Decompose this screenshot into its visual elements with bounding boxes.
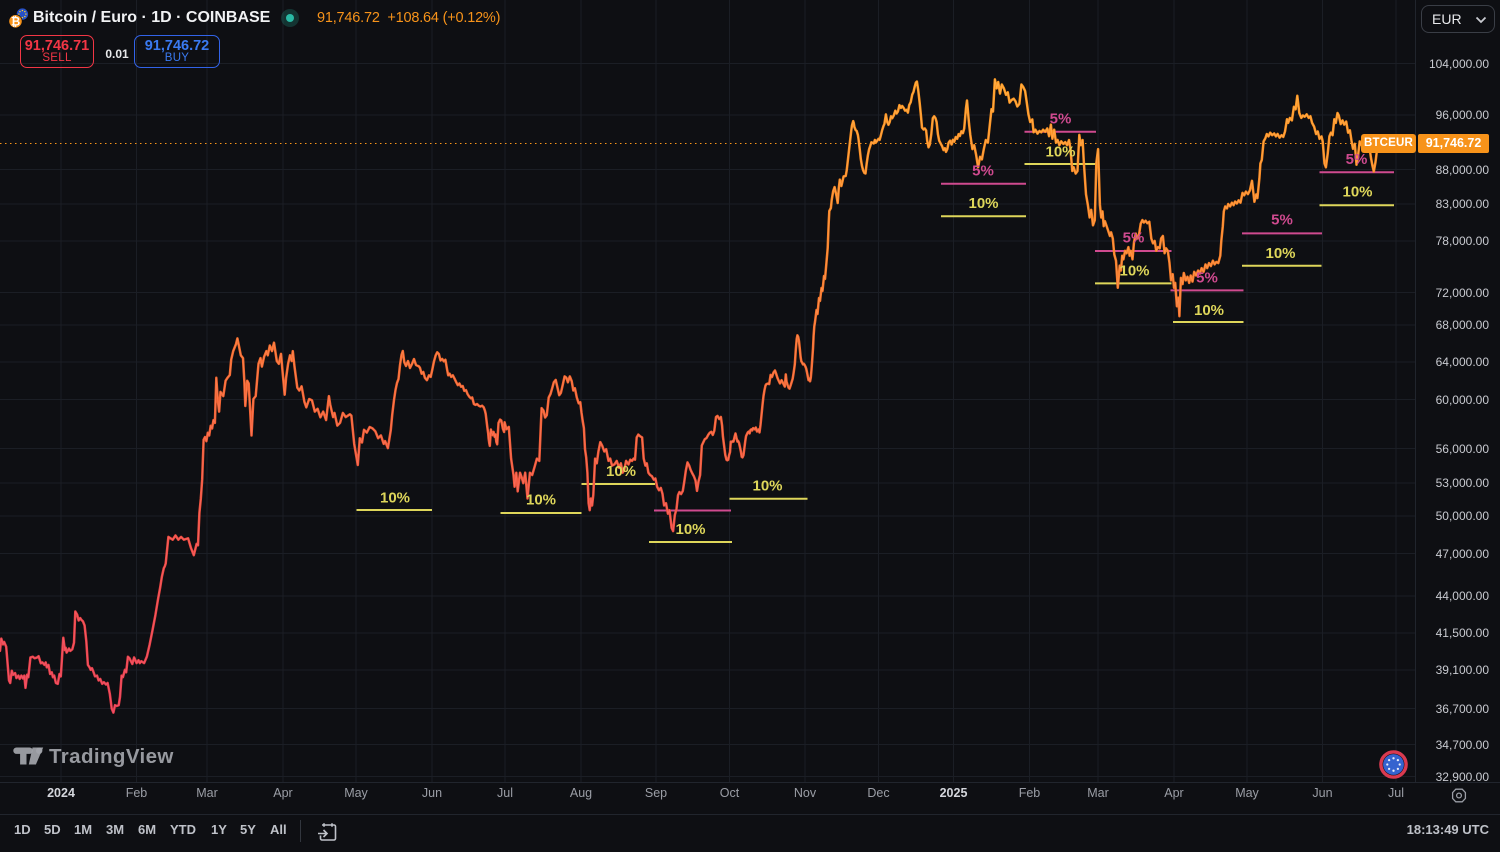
svg-text:10%: 10%	[1265, 245, 1295, 262]
svg-text:5%: 5%	[1346, 151, 1368, 168]
svg-text:5%: 5%	[1123, 230, 1145, 247]
svg-text:5%: 5%	[1196, 270, 1218, 287]
svg-text:₿: ₿	[11, 17, 20, 29]
svg-text:10%: 10%	[1194, 302, 1224, 319]
svg-text:10%: 10%	[675, 521, 705, 538]
svg-text:5%: 5%	[1050, 111, 1072, 128]
svg-text:10%: 10%	[1342, 184, 1372, 201]
svg-text:5%: 5%	[972, 163, 994, 180]
svg-text:10%: 10%	[752, 478, 782, 495]
svg-text:10%: 10%	[606, 463, 636, 480]
svg-text:10%: 10%	[1119, 263, 1149, 280]
svg-text:10%: 10%	[1045, 144, 1075, 161]
svg-text:10%: 10%	[968, 195, 998, 212]
svg-text:10%: 10%	[380, 490, 410, 507]
svg-text:10%: 10%	[526, 492, 556, 509]
svg-text:TradingView: TradingView	[49, 745, 174, 768]
svg-text:5%: 5%	[1271, 212, 1293, 229]
